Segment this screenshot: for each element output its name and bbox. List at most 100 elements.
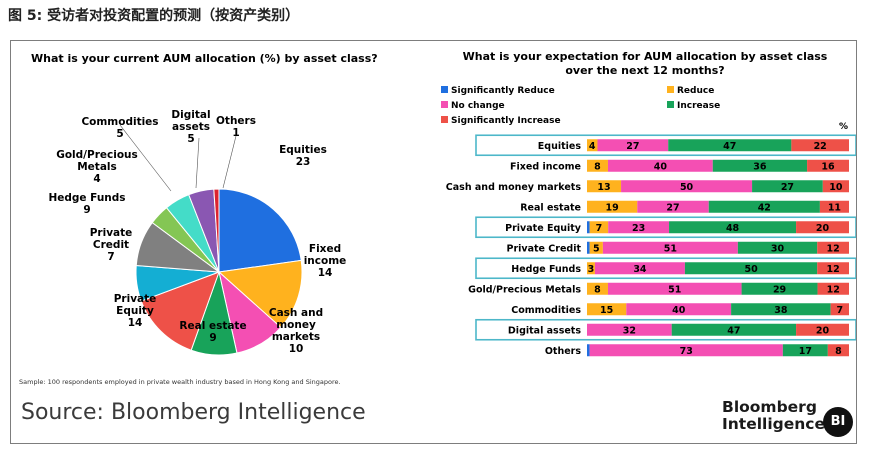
brand-line-1: Bloomberg [722,398,817,416]
category-label-cash-and-money-markets: Cash and money markets [446,182,582,193]
bar-value-others-significantly-increase: 8 [835,346,842,357]
category-label-gold-precious-metals: Gold/Precious Metals [468,284,581,295]
bar-segment-others-significantly-reduce [587,344,590,357]
bar-segment-commodities-no-change [626,303,732,316]
bar-segment-equities-no-change [597,139,669,152]
bar-value-private-credit-no-change: 51 [664,243,677,254]
bar-segment-private-equity-no-change [608,221,670,234]
category-label-digital-assets: Digital assets [508,325,581,336]
highlight-box-equities [475,134,856,157]
bar-segment-fixed-income-reduce [587,159,608,172]
bar-segment-private-equity-significantly-reduce [587,221,590,234]
pie-label-real-estate: Real estate 9 [179,320,246,344]
bar-segment-hedge-funds-reduce [587,262,595,275]
legend-label-reduce: Reduce [677,86,714,96]
brand-line-2: Intelligence [722,415,826,433]
bar-value-commodities-significantly-increase: 7 [837,305,844,316]
bar-segment-digital-assets-increase [671,323,797,336]
legend-swatch-no-change [441,101,448,108]
bar-value-fixed-income-reduce: 8 [594,161,601,172]
bar-value-digital-assets-increase: 47 [727,325,740,336]
bar-segment-cash-and-money-markets-increase [752,180,823,193]
pie-leader-line [119,124,172,192]
bar-segment-cash-and-money-markets-no-change [621,180,753,193]
bar-chart-title-line-1: What is your expectation for AUM allocat… [463,50,828,63]
bar-value-gold-precious-metals-increase: 29 [773,284,786,295]
bar-value-private-credit-reduce: 5 [593,243,600,254]
bar-value-commodities-no-change: 40 [672,305,686,316]
pie-slice-equities [218,188,302,273]
bar-value-others-no-change: 73 [680,346,693,357]
bar-segment-fixed-income-significantly-increase [807,159,849,172]
legend-label-significantly-reduce: Significantly Reduce [451,86,555,96]
bar-value-digital-assets-significantly-increase: 20 [816,325,830,336]
bar-segment-private-equity-significantly-increase [796,221,849,234]
bar-value-private-equity-significantly-increase: 20 [816,223,830,234]
category-label-others: Others [545,346,582,357]
pie-slice-fixed-income [217,259,303,329]
bar-segment-hedge-funds-significantly-increase [817,262,849,275]
bar-segment-private-credit-no-change [602,241,738,254]
bar-segment-digital-assets-significantly-increase [796,323,849,336]
category-label-private-equity: Private Equity [505,223,582,234]
pie-label-equities: Equities 23 [279,144,327,168]
bar-segment-private-credit-reduce [589,241,603,254]
bar-value-gold-precious-metals-reduce: 8 [594,284,601,295]
unit-label: % [839,122,848,132]
bar-segment-others-no-change [589,344,783,357]
stacked-bar-chart: What is your expectation for AUM allocat… [441,50,856,357]
pie-label-others: Others 1 [216,115,256,139]
bar-value-gold-precious-metals-significantly-increase: 12 [827,284,840,295]
bar-segment-equities-reduce [587,139,598,152]
bar-value-fixed-income-significantly-increase: 16 [821,161,835,172]
bar-segment-gold-precious-metals-reduce [587,282,608,295]
pie-label-cash-and-money-markets: Cash and money markets 10 [269,307,323,355]
bar-value-hedge-funds-increase: 50 [744,264,758,275]
bar-segment-private-credit-significantly-increase [817,241,849,254]
bar-value-equities-significantly-increase: 22 [814,141,827,152]
legend-label-significantly-increase: Significantly Increase [451,116,561,126]
bar-segment-equities-significantly-increase [791,139,849,152]
legend-swatch-significantly-reduce [441,86,448,93]
bar-segment-cash-and-money-markets-reduce [587,180,622,193]
bar-value-equities-increase: 47 [723,141,736,152]
bar-chart-title-line-2: over the next 12 months? [565,64,724,77]
bar-segment-gold-precious-metals-no-change [607,282,742,295]
bar-value-private-equity-no-change: 23 [632,223,645,234]
legend-label-no-change: No change [451,101,505,111]
pie-leader-line [195,137,200,189]
source-text: Source: Bloomberg Intelligence [21,400,366,425]
bar-segment-real-estate-reduce [587,200,638,213]
bar-value-commodities-reduce: 15 [600,305,613,316]
legend-swatch-significantly-increase [441,116,448,123]
bi-logo-icon: BI [823,407,853,437]
bar-value-digital-assets-no-change: 32 [623,325,636,336]
bar-value-hedge-funds-significantly-increase: 12 [827,264,840,275]
pie-label-commodities: Commodities 5 [81,116,158,140]
bar-value-cash-and-money-markets-significantly-increase: 10 [829,182,843,193]
bar-segment-fixed-income-no-change [607,159,713,172]
bar-segment-gold-precious-metals-significantly-increase [817,282,849,295]
legend-swatch-increase [667,101,674,108]
bar-segment-commodities-significantly-increase [830,303,849,316]
bar-value-private-equity-reduce: 7 [596,223,603,234]
bar-segment-hedge-funds-no-change [594,262,685,275]
legend-swatch-reduce [667,86,674,93]
bar-segment-commodities-increase [731,303,831,316]
bar-value-cash-and-money-markets-increase: 27 [781,182,794,193]
highlight-box-private-equity [475,216,856,239]
bar-segment-real-estate-no-change [637,200,709,213]
bar-segment-private-equity-increase [669,221,797,234]
bar-value-cash-and-money-markets-reduce: 13 [597,182,610,193]
bar-segment-others-significantly-increase [827,344,849,357]
bar-segment-private-credit-increase [737,241,818,254]
bar-value-others-increase: 17 [799,346,812,357]
bar-segment-equities-increase [668,139,792,152]
bar-segment-fixed-income-increase [712,159,808,172]
pie-slice-private-equity [140,271,220,351]
pie-label-private-equity: Private Equity 14 [114,293,157,329]
bar-value-private-credit-increase: 30 [771,243,785,254]
bar-value-cash-and-money-markets-no-change: 50 [680,182,694,193]
bar-value-real-estate-increase: 42 [758,202,771,213]
pie-label-hedge-funds: Hedge Funds 9 [48,192,125,216]
